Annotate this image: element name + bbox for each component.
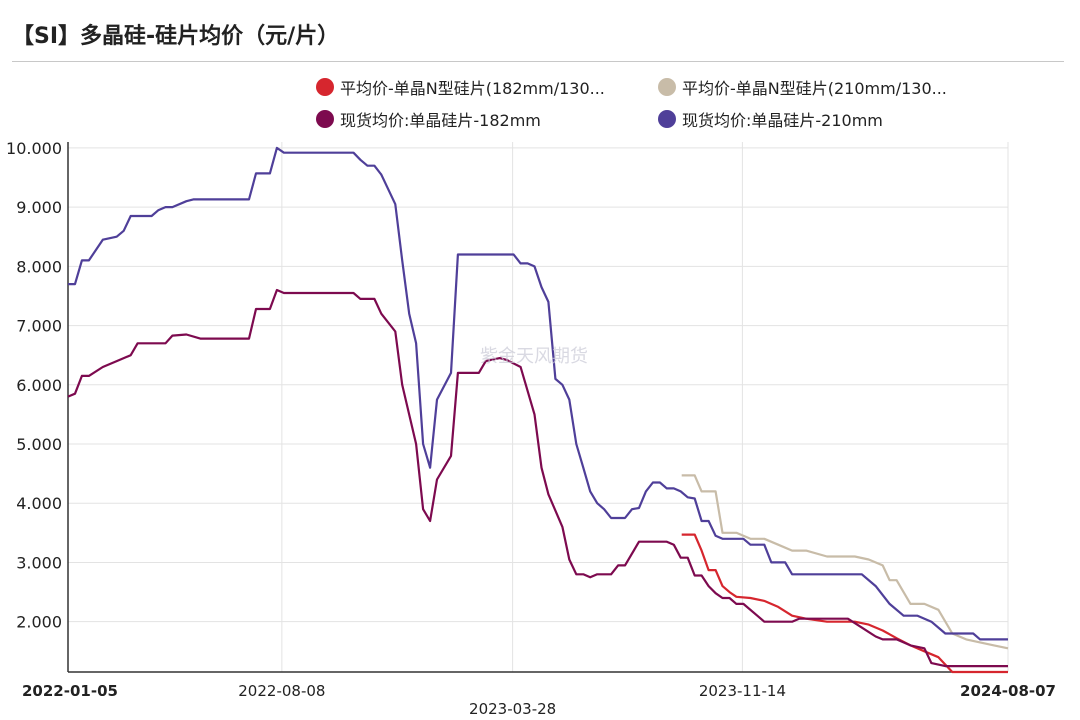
- x-tick-label: 2022-01-05: [22, 682, 118, 700]
- legend-item-spot-210[interactable]: 现货均价:单晶硅片-210mm: [658, 107, 883, 131]
- y-tick-label: 3.000: [16, 553, 62, 572]
- legend-swatch-icon: [658, 110, 676, 128]
- x-tick-label: 2024-08-07: [960, 682, 1056, 700]
- y-tick-label: 10.000: [6, 139, 62, 158]
- legend-swatch-icon: [316, 110, 334, 128]
- watermark: 紫金天风期货: [480, 346, 588, 367]
- y-tick-label: 2.000: [16, 613, 62, 632]
- y-tick-label: 4.000: [16, 494, 62, 513]
- series-line-1: [681, 533, 1008, 674]
- legend-item-182-n-type[interactable]: 平均价-单晶N型硅片(182mm/130...: [316, 75, 605, 99]
- x-tick-label: 2023-03-28: [469, 700, 556, 718]
- y-tick-label: 8.000: [16, 257, 62, 276]
- title-divider: [12, 61, 1064, 62]
- y-tick-label: 9.000: [16, 198, 62, 217]
- x-tick-label: 2023-11-14: [699, 682, 786, 700]
- legend-swatch-icon: [316, 78, 334, 96]
- legend-swatch-icon: [658, 78, 676, 96]
- y-tick-label: 5.000: [16, 435, 62, 454]
- y-tick-label: 7.000: [16, 317, 62, 336]
- chart-title: 【SI】多晶硅-硅片均价（元/片）: [12, 24, 340, 49]
- x-tick-label: 2022-08-08: [238, 682, 325, 700]
- legend-item-210-n-type[interactable]: 平均价-单晶N型硅片(210mm/130...: [658, 75, 947, 99]
- legend-label: 现货均价:单晶硅片-210mm: [682, 111, 883, 130]
- series-line-2: [681, 474, 1009, 650]
- legend-label: 平均价-单晶N型硅片(210mm/130...: [682, 79, 947, 98]
- legend-label: 平均价-单晶N型硅片(182mm/130...: [340, 79, 605, 98]
- legend-label: 现货均价:单晶硅片-182mm: [340, 111, 541, 130]
- series-line-3: [67, 288, 1008, 668]
- y-tick-label: 6.000: [16, 376, 62, 395]
- series-line-4: [68, 146, 1008, 641]
- legend-item-spot-182[interactable]: 现货均价:单晶硅片-182mm: [316, 107, 541, 131]
